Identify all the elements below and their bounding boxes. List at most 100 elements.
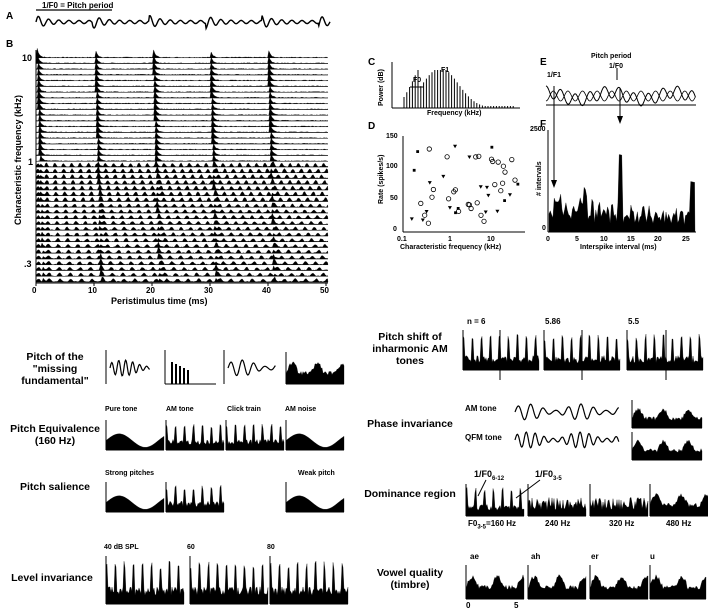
click-train-hist <box>225 423 285 451</box>
panel-title-er: er <box>591 552 599 561</box>
missing-fundamental-wave <box>109 359 151 377</box>
scatter-point-open <box>473 154 479 160</box>
row-label-level-invariance: Level invariance <box>11 572 93 584</box>
pst-histogram-row <box>35 53 329 64</box>
pst-histogram-row <box>35 106 329 116</box>
weak-pitch-hist <box>285 495 345 513</box>
panel-f-histogram <box>547 86 696 233</box>
panel-label-d: D <box>368 121 376 132</box>
pst-histogram-row <box>35 241 329 248</box>
pst-histogram-row <box>35 122 329 133</box>
pst-histogram-row <box>35 111 329 122</box>
row-label-phase-invariance: Phase invariance <box>367 418 453 430</box>
vowel-xtick-0: 0 <box>466 601 471 610</box>
level-80-hist <box>269 561 349 605</box>
scatter-point-open <box>429 194 435 200</box>
panel-f-xtick: 25 <box>682 236 690 243</box>
panel-d-xtick: 0.1 <box>397 236 407 243</box>
qfm-tone-wave <box>514 431 620 449</box>
scatter-point-triangle <box>495 209 500 214</box>
pst-histogram-row <box>35 76 328 87</box>
pst-histogram-row <box>35 145 328 156</box>
pst-histogram-row <box>35 189 329 197</box>
scatter-point-triangle <box>486 193 491 198</box>
scatter-point-open <box>430 186 436 193</box>
pst-histogram-row <box>35 218 329 225</box>
panel-b-xtick: 20 <box>146 286 155 295</box>
panel-title-ae: ae <box>470 552 479 561</box>
vowel-xtick-5: 5 <box>514 601 519 610</box>
row-label-dominance-region: Dominance region <box>364 488 456 500</box>
scatter-point-open <box>495 159 501 165</box>
panel-f-xtick: 10 <box>600 236 608 243</box>
panel-f-xtick: 20 <box>654 236 662 243</box>
panel-e-f0: 1/F0 <box>609 63 624 70</box>
scatter-point-open <box>512 177 518 183</box>
panel-d-ytick: 100 <box>386 163 398 170</box>
panel-b-ytick-10: 10 <box>22 53 33 63</box>
row-label-missing-fundamental: Pitch of the "missing fundamental" <box>21 351 89 388</box>
panel-title-160hz: F03-5=160 Hz <box>468 519 517 531</box>
level-60-hist <box>189 561 269 605</box>
panel-d-scatter <box>402 136 525 233</box>
panel-title-480hz: 480 Hz <box>666 519 692 528</box>
pst-histogram-row <box>35 48 329 58</box>
panel-b-xtick: 10 <box>88 286 97 295</box>
panel-title-am-tone: AM tone <box>166 406 194 413</box>
panel-e-f1: 1/F1 <box>547 72 562 79</box>
panel-e-trace <box>545 85 696 107</box>
panel-title-click-train: Click train <box>227 406 261 413</box>
panel-e-title: Pitch period <box>591 53 632 60</box>
scatter-point-square <box>490 145 494 149</box>
pst-histogram-row <box>35 205 329 214</box>
row-label-vowel-quality: Vowel quality (timbre) <box>376 567 444 592</box>
scatter-point-open <box>468 205 474 212</box>
scatter-point-open <box>498 188 504 194</box>
panel-d-ytick: 50 <box>390 195 398 202</box>
scatter-point-triangle <box>507 193 512 197</box>
panel-b-xlabel: Peristimulus time (ms) <box>111 296 208 306</box>
panel-b-ylabel: Characteristic frequency (kHz) <box>13 94 23 225</box>
scatter-point-triangle <box>420 218 425 222</box>
scatter-point-triangle <box>453 144 458 149</box>
scatter-point-open <box>444 154 450 160</box>
panel-label-e: E <box>540 57 547 68</box>
annotation-arrow <box>477 479 487 497</box>
annot-f0-6-12: 1/F06-12 <box>474 469 505 482</box>
pst-histogram-row <box>35 71 329 81</box>
panel-f-xtick: 5 <box>575 236 579 243</box>
scatter-point-open <box>418 200 424 206</box>
scatter-point-triangle <box>427 181 432 185</box>
scatter-point-triangle <box>484 185 489 190</box>
scatter-point-open <box>465 201 471 207</box>
arrowhead <box>617 116 623 124</box>
panel-c-ylabel: Power (dB) <box>378 69 385 106</box>
panel-b-xtick: 50 <box>320 286 329 295</box>
pst-histogram-row <box>35 236 329 242</box>
am-noise-hist <box>285 433 345 451</box>
annotation-arrow <box>515 479 541 499</box>
pst-histogram-row <box>35 128 329 139</box>
panel-d-xtick: 10 <box>487 236 495 243</box>
panel-title-60: 60 <box>187 544 195 551</box>
qfm-tone-hist <box>631 439 703 461</box>
panel-c-xlabel: Frequency (kHz) <box>427 110 482 117</box>
pst-histogram-row <box>35 246 329 254</box>
panel-title-qfm-tone: QFM tone <box>465 433 502 442</box>
strong-pitch-hist-1 <box>105 495 165 513</box>
scatter-point-triangle <box>441 174 446 179</box>
panel-title-586: 5.86 <box>545 317 561 326</box>
pst-histogram-row <box>35 194 329 202</box>
panel-d-ytick: 150 <box>386 133 398 140</box>
panel-b-ytick-03: .3 <box>24 259 32 269</box>
panel-title-80: 80 <box>267 544 275 551</box>
panel-label-f: F <box>540 119 547 130</box>
pst-histogram-row <box>35 65 329 76</box>
pitch-shift-hist-3 <box>626 334 704 371</box>
panel-title-ah: ah <box>531 552 541 561</box>
dominance-hist-4 <box>649 493 708 517</box>
pitch-shift-hist-1 <box>462 334 540 371</box>
scatter-point-open <box>476 153 482 159</box>
panel-e-waveform <box>545 68 696 107</box>
row-label-pitch-equivalence: Pitch Equivalence (160 Hz) <box>10 423 100 448</box>
